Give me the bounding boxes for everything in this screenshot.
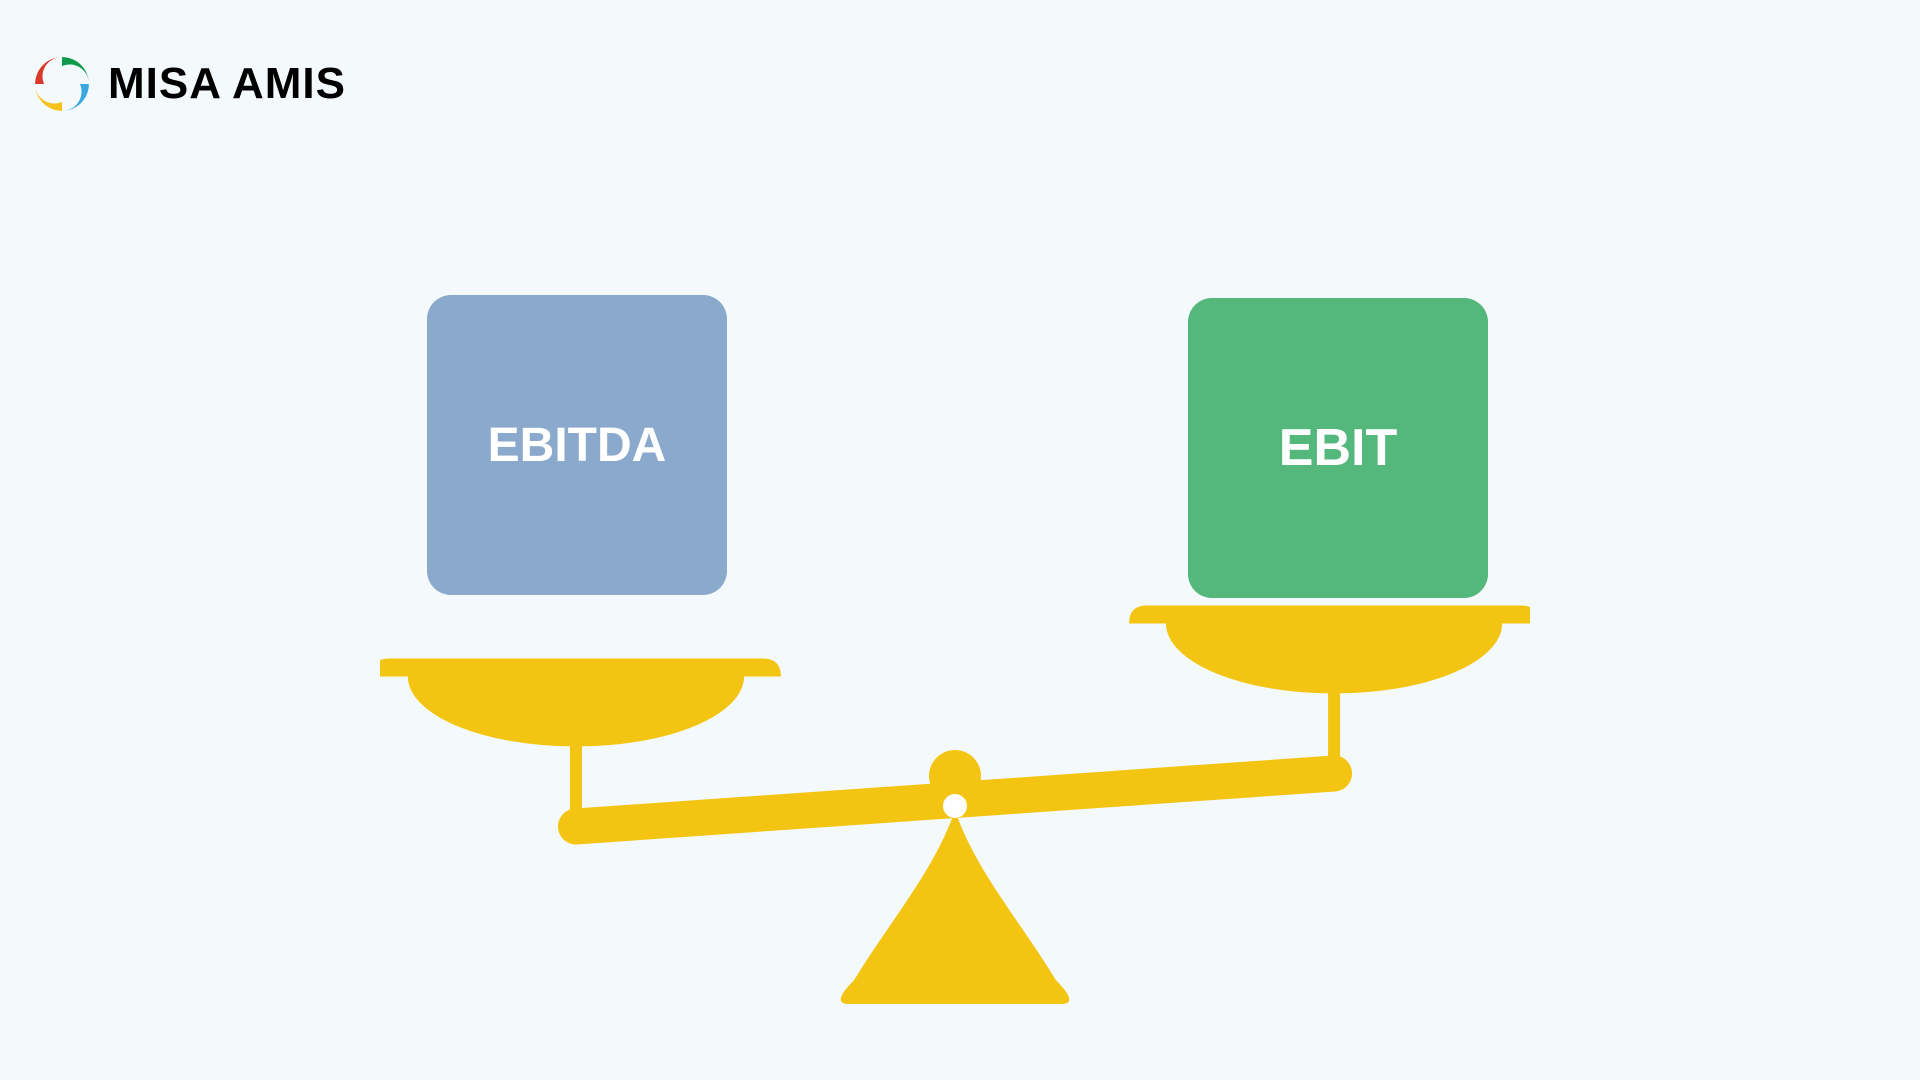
brand-logo: MISA AMIS <box>30 52 346 116</box>
balance-scale-icon <box>380 580 1530 1010</box>
brand-swirl-icon <box>30 52 94 116</box>
infographic-canvas: MISA AMIS EBITDA EBIT <box>0 0 1920 1080</box>
ebitda-label: EBITDA <box>488 418 667 473</box>
ebit-label: EBIT <box>1279 418 1397 478</box>
brand-name: MISA AMIS <box>108 59 346 109</box>
ebit-box: EBIT <box>1188 298 1488 598</box>
ebitda-box: EBITDA <box>427 295 727 595</box>
